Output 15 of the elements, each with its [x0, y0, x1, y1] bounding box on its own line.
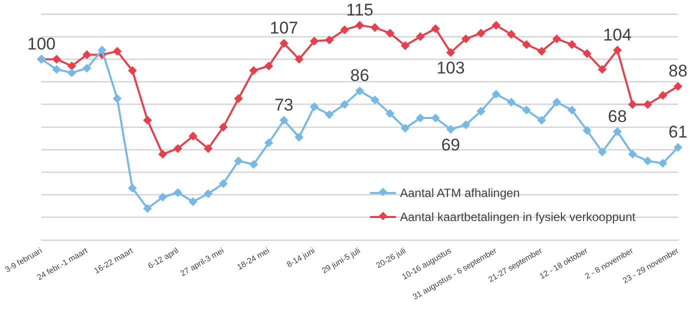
data-label: 61	[668, 122, 688, 142]
data-label: 68	[608, 106, 627, 126]
data-label: 88	[668, 62, 688, 81]
data-label: 107	[270, 18, 298, 38]
x-tick-label: 8-14 juni	[285, 246, 317, 270]
data-label: 73	[274, 95, 294, 114]
legend-label: Aantal ATM afhalingen	[400, 186, 520, 200]
data-label: 104	[603, 25, 632, 44]
data-label: 86	[350, 66, 370, 86]
legend-label: Aantal kaartbetalingen in fysiek verkooppunt	[400, 210, 636, 224]
data-label: 69	[441, 136, 460, 154]
data-label: 100	[27, 34, 56, 54]
data-label: 115	[346, 0, 374, 20]
x-tick-label: 6-12 april	[146, 246, 180, 271]
data-label: 103	[436, 58, 465, 78]
